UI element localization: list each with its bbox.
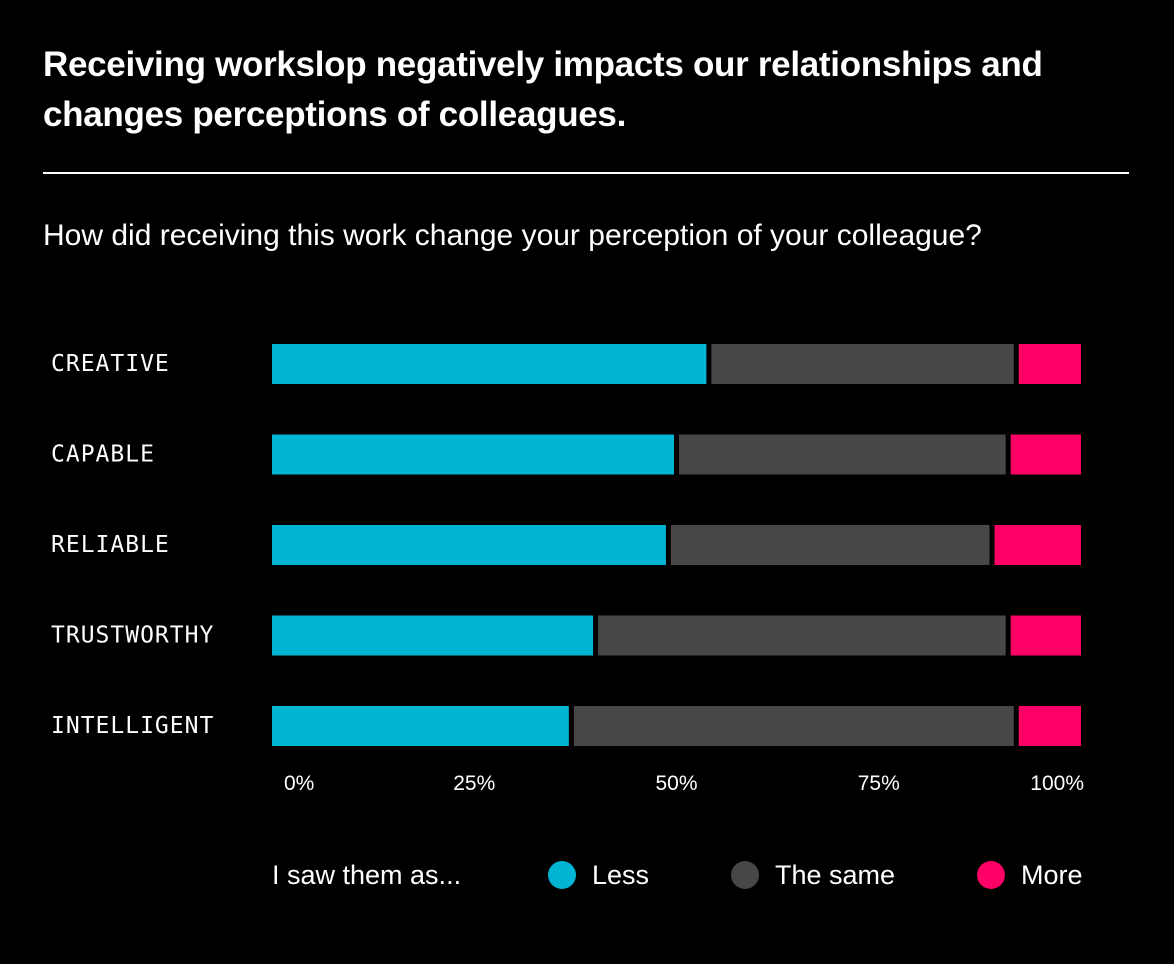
legend-title: I saw them as... [272,860,462,890]
legend-item-more: More [977,855,1083,895]
legend-label-the-same: The same [775,860,896,890]
bar-intelligent-the-same [573,706,1014,746]
category-label-creative: CREATIVE [51,351,170,377]
bar-creative-less [272,344,707,384]
title-divider [43,172,1129,174]
category-label-reliable: RELIABLE [51,532,170,558]
bar-trustworthy-more [1010,615,1081,656]
category-label-trustworthy: TRUSTWORTHY [51,623,214,649]
x-tick-label-25: 25% [453,772,495,795]
bar-creative-more [1018,344,1081,384]
bar-reliable-less [272,525,666,565]
legend-item-less: Less [548,855,649,895]
bar-capable-the-same [679,434,1006,475]
category-label-intelligent: INTELLIGENT [51,713,214,739]
x-tick-label-50: 50% [655,772,697,795]
category-label-capable: CAPABLE [51,442,155,468]
bar-trustworthy-the-same [598,615,1006,656]
stacked-bar-chart: CREATIVE CAPABLE RELIABLE TRUSTWORTHY INTELL… [51,344,1084,795]
legend: I saw them as... Less The same More [272,855,1092,895]
legend-label-less: Less [592,860,650,890]
bar-intelligent-more [1018,706,1081,746]
legend-swatch-more [977,861,1005,889]
bar-reliable-more [994,525,1081,565]
x-tick-label-75: 75% [858,772,900,795]
legend-swatch-less [548,861,576,889]
bar-intelligent-less [272,706,569,746]
bar-capable-less [272,434,674,475]
chart-title: Receiving workslop negatively impacts ou… [43,45,1043,134]
bar-trustworthy-less [272,615,594,656]
legend-swatch-the-same [731,861,759,889]
chart-subtitle: How did receiving this work change your … [43,219,982,252]
bar-reliable-the-same [670,525,990,565]
bar-capable-more [1010,434,1081,475]
bar-creative-the-same [711,344,1014,384]
x-tick-label-0: 0% [284,772,314,795]
x-tick-label-100: 100% [1030,772,1084,795]
legend-label-more: More [1021,860,1083,890]
legend-item-the-same: The same [731,855,895,895]
